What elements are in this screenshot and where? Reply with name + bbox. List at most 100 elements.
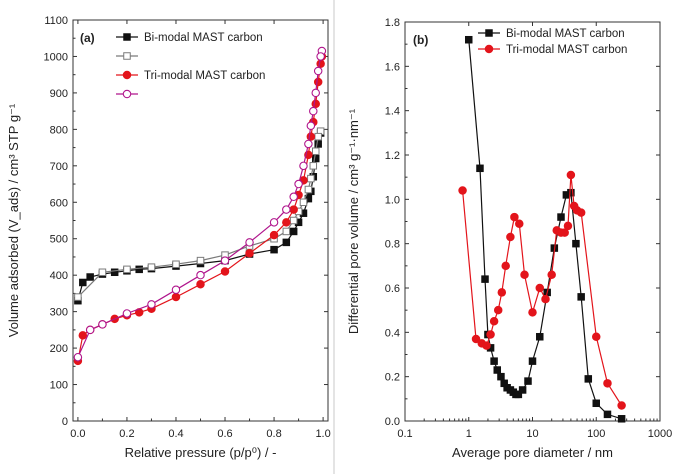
data-point: [314, 140, 322, 148]
data-point: [572, 239, 580, 248]
data-point: [220, 256, 230, 265]
data-point: [471, 334, 481, 344]
legend-marker: [123, 33, 131, 41]
data-point: [220, 267, 230, 276]
data-point: [135, 265, 143, 274]
data-point: [541, 294, 550, 304]
data-point: [306, 121, 316, 130]
legend-marker: [122, 89, 132, 99]
data-point: [501, 261, 510, 271]
data-point: [311, 99, 320, 109]
x-tick-label: 1: [466, 428, 472, 440]
data-point: [584, 375, 593, 383]
data-point: [458, 186, 467, 195]
x-axis-label: Relative pressure (p/p⁰) / -: [125, 445, 277, 460]
y-tick-label: 0: [62, 416, 68, 428]
x-tick-label: 0.0: [70, 428, 85, 440]
series-1: [465, 35, 626, 423]
x-axis-label: Average pore diameter / nm: [452, 445, 613, 460]
data-point: [313, 77, 323, 87]
data-point: [309, 162, 318, 170]
legend-label: Bi-modal MAST carbon: [506, 28, 625, 40]
legend-marker: [485, 29, 493, 37]
data-point: [536, 333, 544, 341]
data-point: [110, 268, 119, 277]
data-point: [304, 139, 313, 149]
data-point: [617, 415, 626, 423]
data-point: [282, 205, 291, 214]
data-point: [269, 230, 279, 240]
data-point: [603, 379, 612, 388]
data-point: [482, 341, 491, 350]
data-point: [304, 185, 313, 194]
data-point: [289, 205, 298, 214]
y-tick-label: 700: [50, 161, 68, 173]
y-tick-label: 500: [50, 234, 68, 246]
data-point: [269, 218, 279, 227]
data-point: [591, 332, 601, 342]
data-point: [85, 325, 95, 335]
x-tick-label: 1000: [648, 428, 672, 440]
data-point: [528, 308, 537, 317]
data-point: [196, 280, 205, 289]
data-point: [577, 293, 585, 301]
y-tick-label: 400: [50, 270, 68, 282]
y-tick-label: 1.2: [385, 150, 400, 162]
data-point: [316, 52, 325, 61]
y-tick-label: 1000: [44, 51, 68, 63]
data-point: [560, 228, 569, 237]
data-point: [497, 288, 507, 297]
series-2: [74, 127, 325, 301]
legend-marker: [123, 52, 131, 60]
data-point: [282, 227, 291, 236]
data-point: [78, 331, 88, 340]
data-point: [245, 249, 254, 258]
data-point: [313, 66, 323, 76]
y-tick-label: 1.0: [385, 194, 400, 206]
data-point: [316, 59, 325, 68]
y-tick-label: 0.6: [385, 283, 400, 295]
y-tick-label: 1100: [44, 15, 68, 27]
y-tick-label: 0.4: [385, 327, 400, 339]
data-point: [535, 283, 545, 293]
data-point: [311, 154, 320, 163]
y-tick-label: 100: [50, 380, 68, 392]
data-point: [510, 212, 519, 222]
data-point: [196, 270, 205, 280]
data-point: [576, 208, 586, 217]
data-point: [603, 410, 612, 419]
y-tick-label: 1.8: [385, 17, 400, 29]
data-point: [547, 270, 556, 279]
data-point: [172, 260, 180, 268]
data-point: [493, 366, 502, 374]
data-point: [520, 270, 529, 279]
legend-label: Tri-modal MAST carbon: [506, 44, 627, 56]
data-point: [481, 275, 489, 283]
data-point: [514, 390, 523, 399]
data-point: [171, 285, 181, 295]
legend-marker: [122, 70, 132, 80]
legend-label: Bi-modal MAST carbon: [144, 32, 263, 44]
panel-label: (a): [80, 31, 95, 45]
data-point: [592, 399, 600, 408]
data-point: [147, 300, 156, 309]
series-2: [458, 170, 626, 410]
data-point: [171, 292, 181, 302]
y-tick-label: 0.2: [385, 372, 400, 384]
data-point: [314, 132, 322, 141]
data-point: [123, 265, 131, 274]
data-point: [289, 227, 298, 236]
data-point: [299, 161, 308, 171]
x-tick-label: 0.8: [266, 428, 281, 440]
y-tick-label: 0.8: [385, 239, 400, 251]
data-point: [289, 192, 298, 202]
data-point: [524, 377, 532, 385]
y-tick-label: 900: [50, 88, 68, 100]
panel-label: (b): [413, 33, 428, 47]
panel-a: 0 100 200 300 400 500 600 700 800 900 1000 1100 0.0 0…: [6, 15, 331, 460]
data-point: [289, 216, 298, 225]
data-point: [270, 245, 278, 254]
data-point: [73, 352, 83, 362]
data-point: [245, 238, 254, 247]
